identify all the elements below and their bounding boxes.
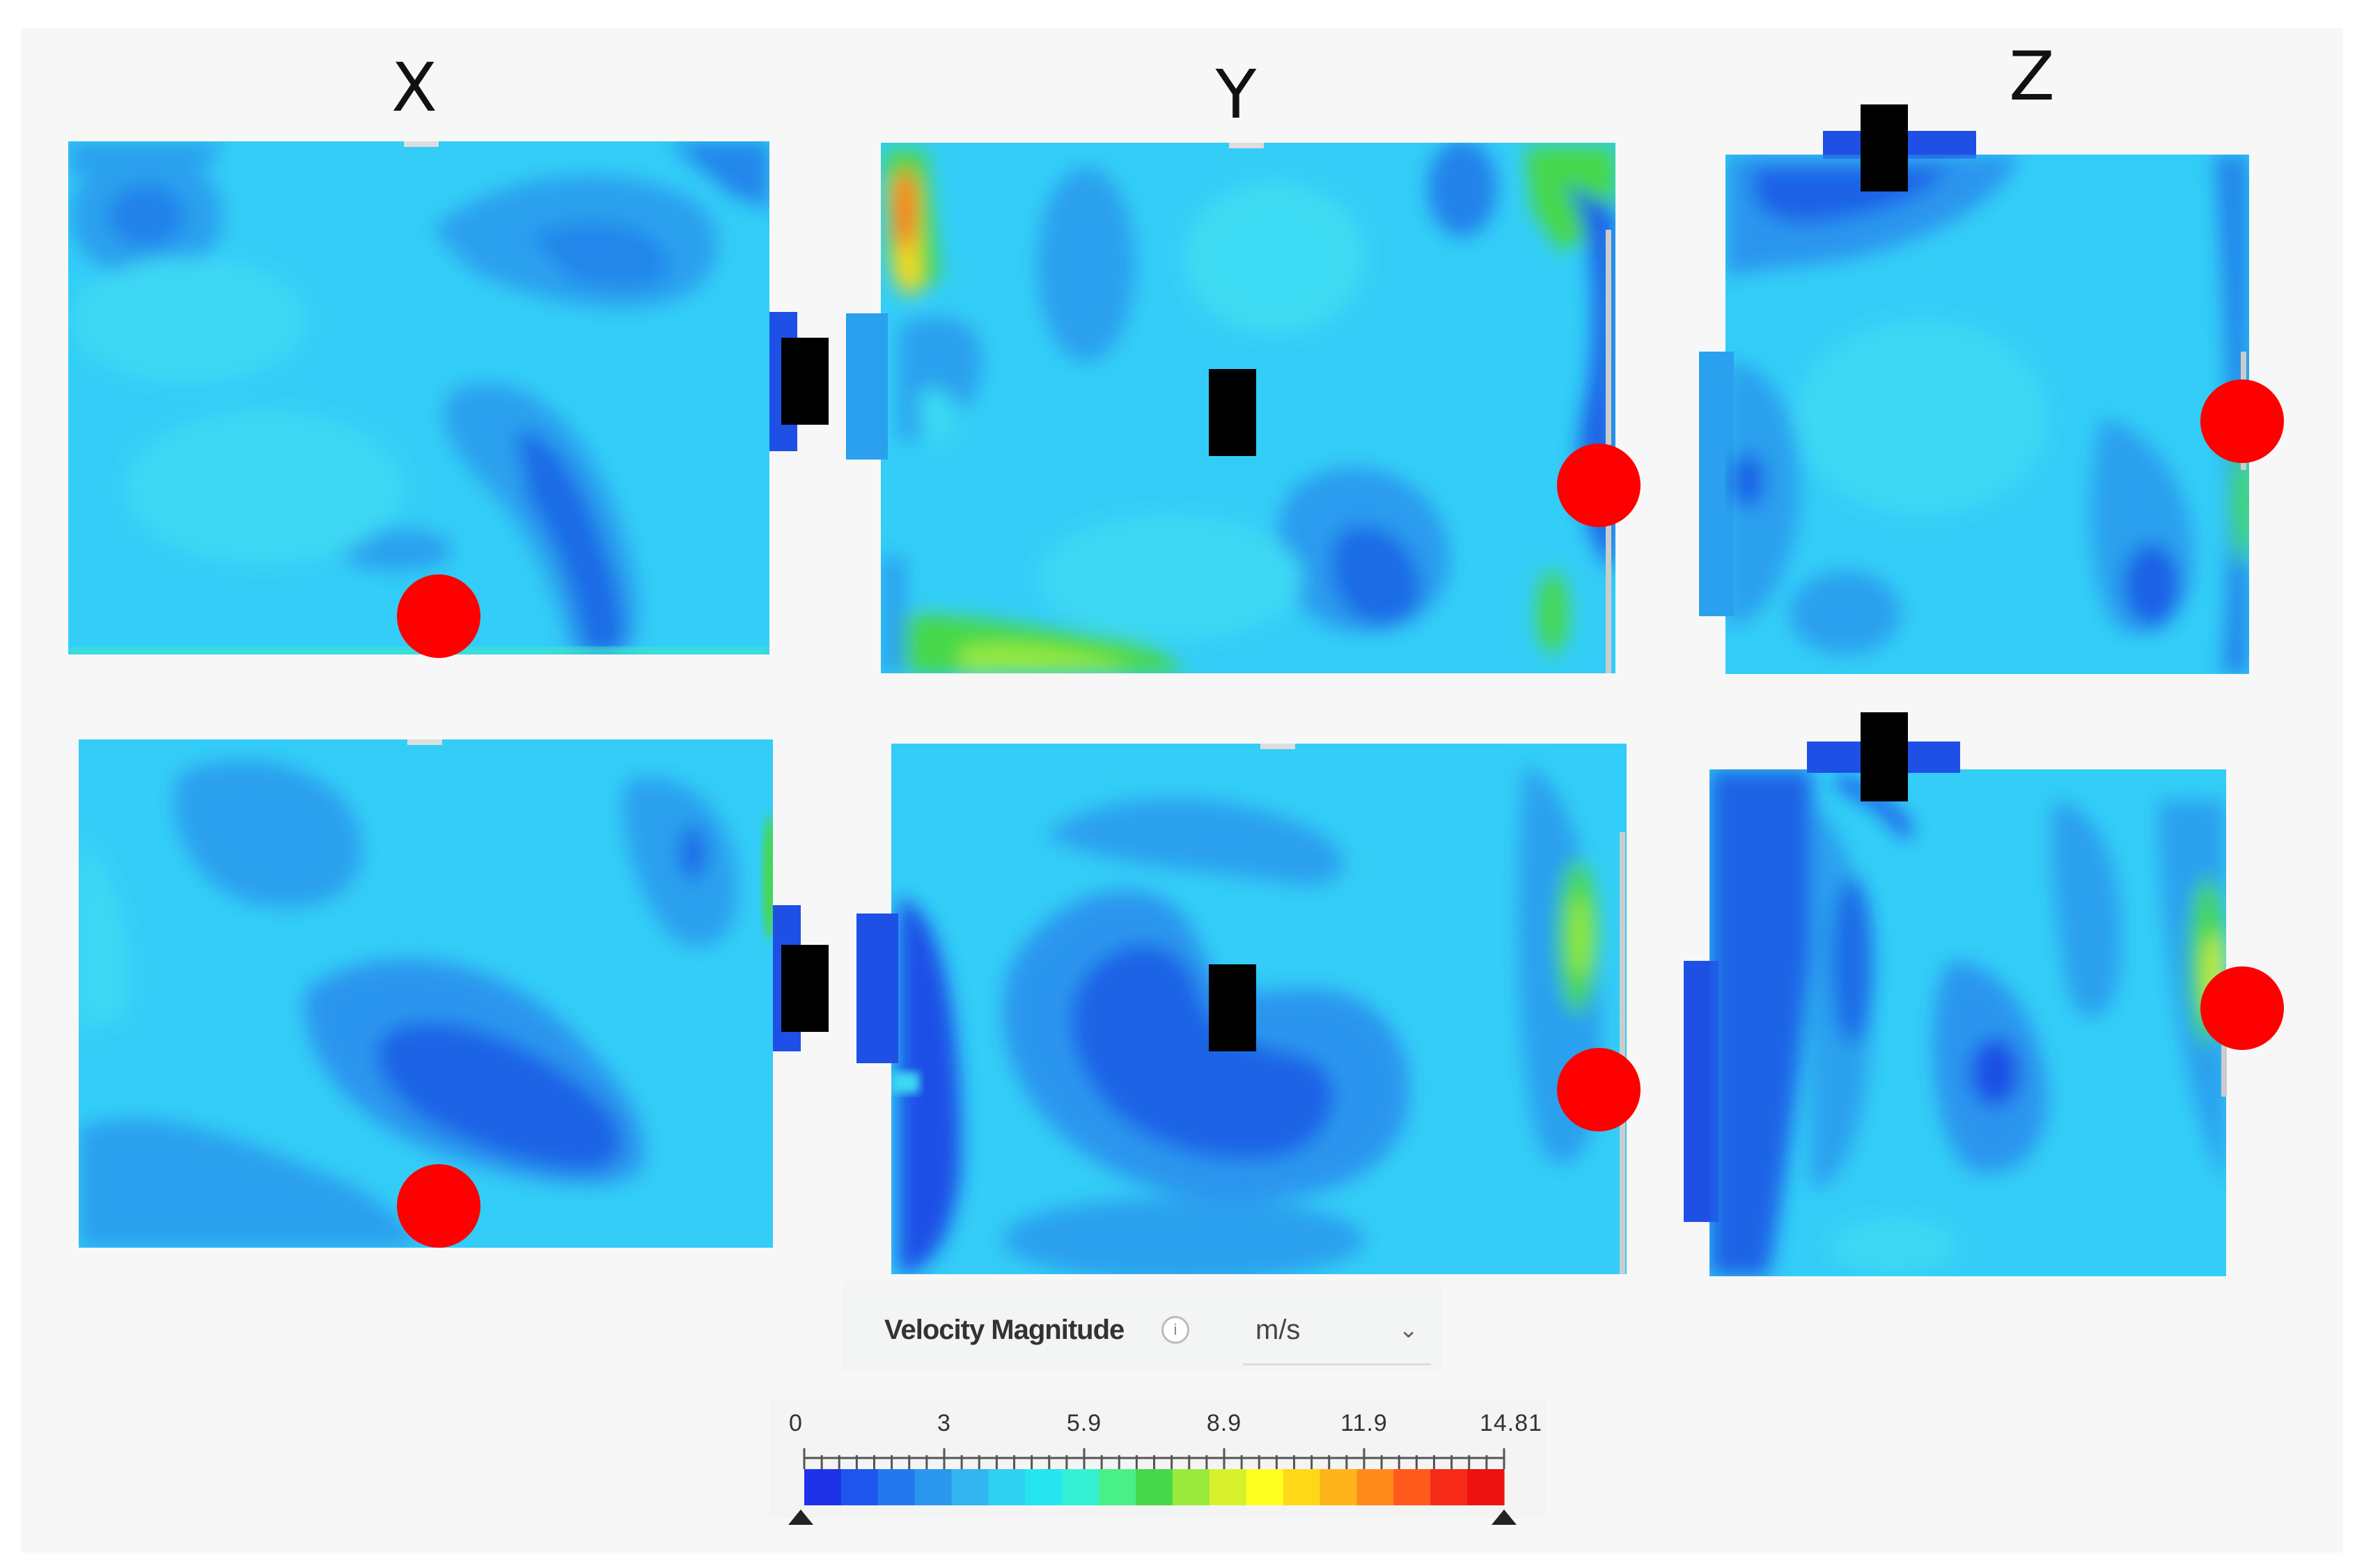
colorbar-segment — [877, 1469, 916, 1505]
colorbar-tick-label: 14.81 — [1479, 1410, 1543, 1436]
colorbar-segment — [1430, 1469, 1468, 1505]
contour-panel-x-top — [68, 141, 829, 658]
probe-marker — [2200, 379, 2284, 463]
colorbar-segment — [1467, 1469, 1505, 1505]
inlet-block — [1861, 712, 1908, 801]
probe-marker — [1557, 444, 1641, 527]
legend-title: Velocity Magnitude — [884, 1315, 1125, 1345]
unit-dropdown[interactable]: m/s ⌄ — [1243, 1301, 1431, 1365]
column-title-z: Z — [2009, 38, 2055, 116]
colorbar-ticks — [803, 1448, 1505, 1469]
colorbar-tick-label: 5.9 — [1066, 1410, 1102, 1436]
probe-marker — [1557, 1048, 1641, 1131]
inlet-block — [781, 945, 829, 1032]
colorbar-segment — [951, 1469, 989, 1505]
inlet-block — [1209, 964, 1256, 1051]
colorbar-segment — [988, 1469, 1026, 1505]
colorbar-segment — [1356, 1469, 1394, 1505]
colorbar-segment — [804, 1469, 842, 1505]
column-title-x: X — [391, 49, 437, 127]
colorbar-segment — [1246, 1469, 1284, 1505]
inlet-block — [1209, 369, 1256, 456]
colorbar-tick-label: 8.9 — [1206, 1410, 1242, 1436]
probe-marker — [397, 574, 480, 658]
info-icon[interactable]: i — [1161, 1316, 1189, 1344]
contour-panel-y-top — [846, 143, 1641, 673]
chevron-down-icon: ⌄ — [1398, 1317, 1419, 1343]
column-title-y: Y — [1215, 56, 1257, 134]
colorbar-tick-label: 3 — [937, 1410, 951, 1436]
probe-marker — [2200, 966, 2284, 1050]
colorbar-segment — [1136, 1469, 1173, 1505]
contour-panel-y-bottom — [856, 744, 1641, 1274]
inlet-block — [781, 338, 829, 425]
colorbar-segment — [1209, 1469, 1247, 1505]
colorbar-tick-label: 11.9 — [1340, 1410, 1388, 1436]
probe-marker — [397, 1164, 480, 1248]
colorbar-segment — [1393, 1469, 1431, 1505]
colorbar-segment — [1025, 1469, 1063, 1505]
colorbar-segment — [1062, 1469, 1099, 1505]
range-handle-max — [1492, 1510, 1517, 1525]
colorbar-segment — [1099, 1469, 1136, 1505]
contour-panel-z-bottom — [1684, 712, 2284, 1276]
colorbar-tick-label: 0 — [789, 1410, 803, 1436]
colorbar-segment — [1283, 1469, 1321, 1505]
colorbar-segments — [804, 1469, 1505, 1505]
range-handle-min — [788, 1510, 813, 1525]
color-legend-bar — [769, 1400, 1546, 1525]
inlet-block — [1861, 104, 1908, 191]
legend-header — [843, 1281, 1441, 1372]
contour-panel-x-bottom — [79, 739, 829, 1248]
colorbar-segment — [1172, 1469, 1210, 1505]
contour-panel-z-top — [1699, 104, 2284, 674]
colorbar-segment — [1320, 1469, 1358, 1505]
colorbar-segment — [914, 1469, 953, 1505]
unit-label: m/s — [1255, 1315, 1301, 1345]
colorbar-segment — [840, 1469, 879, 1505]
